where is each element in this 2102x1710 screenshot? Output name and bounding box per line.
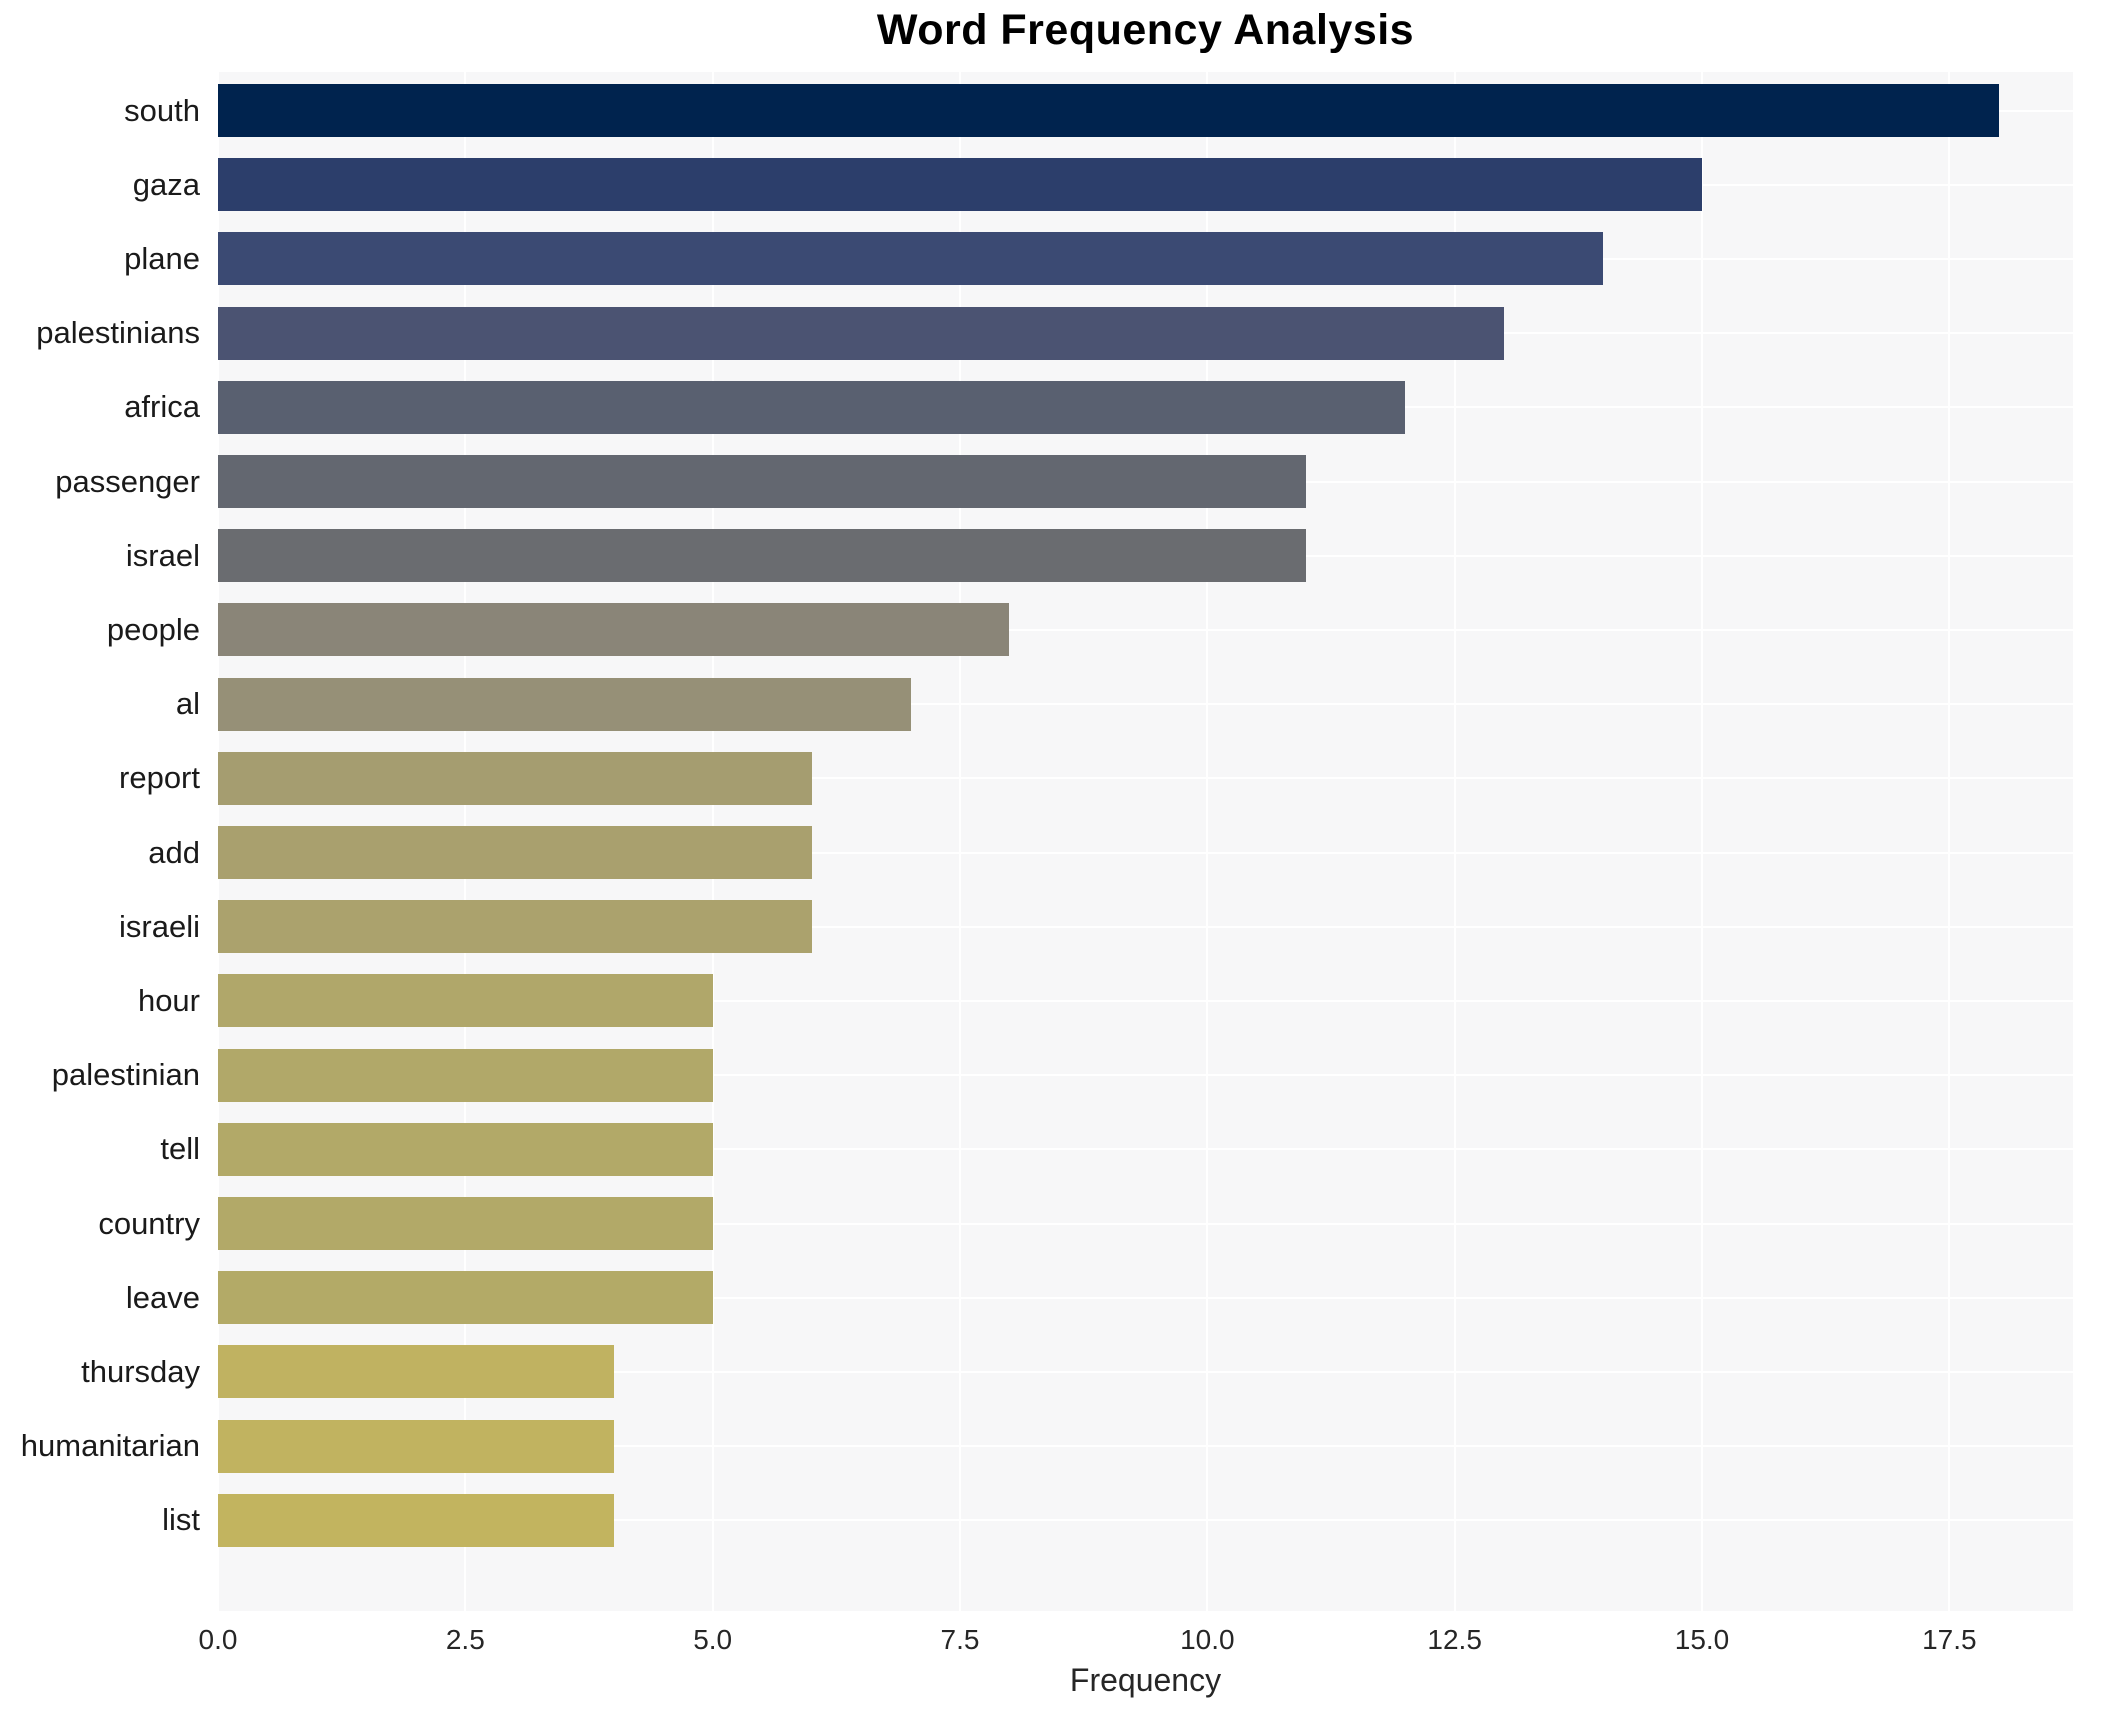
horizontal-gridline [218,703,2073,706]
vertical-gridline [1453,72,1456,1611]
category-label-list: list [162,1502,200,1538]
bar-gaza [218,158,1702,212]
bar-israel [218,529,1307,583]
category-label-israel: israel [125,537,200,573]
vertical-gridline [1206,72,1209,1611]
category-label-tell: tell [160,1131,200,1167]
bar-al [218,677,911,731]
bar-country [218,1197,713,1250]
bar-africa [218,380,1406,434]
vertical-gridline [959,72,961,1611]
horizontal-gridline [218,777,2073,780]
horizontal-gridline [218,999,2073,1002]
horizontal-gridline [218,1222,2073,1225]
horizontal-gridline [218,1519,2073,1522]
x-axis-title: Frequency [1069,1662,1222,1698]
category-label-palestinians: palestinians [36,315,200,351]
vertical-gridline [1948,72,1951,1611]
x-tick-label: 0.0 [198,1624,238,1655]
chart-title: Word Frequency Analysis [876,6,1415,54]
category-label-israeli: israeli [119,908,200,944]
bar-tell [218,1122,713,1176]
category-label-thursday: thursday [81,1353,200,1389]
bar-list [218,1493,614,1547]
x-tick-label: 12.5 [1427,1624,1482,1655]
bar-plane [218,232,1604,286]
category-label-humanitarian: humanitarian [20,1428,200,1464]
horizontal-gridline [218,1370,2073,1373]
category-label-leave: leave [125,1279,200,1315]
plot-area [217,72,2073,1611]
category-label-report: report [119,760,200,796]
x-tick-label: 17.5 [1922,1624,1977,1655]
horizontal-gridline [218,851,2073,854]
category-label-africa: africa [124,389,200,425]
category-label-gaza: gaza [132,166,200,202]
bar-people [218,603,1010,657]
bar-passenger [218,455,1307,508]
horizontal-gridline [218,1074,2073,1077]
category-label-country: country [98,1205,200,1241]
bar-israeli [218,900,812,954]
bar-palestinians [218,306,1505,360]
category-label-south: south [124,92,200,128]
category-label-hour: hour [137,982,200,1018]
bar-leave [218,1271,713,1325]
bar-palestinian [218,1048,713,1102]
category-label-add: add [148,834,200,870]
category-label-al: al [175,686,200,722]
x-tick-label: 10.0 [1180,1624,1235,1655]
category-label-plane: plane [124,240,200,276]
horizontal-gridline [218,1148,2073,1151]
bar-report [218,751,812,805]
horizontal-gridline [218,1445,2073,1448]
x-tick-label: 2.5 [445,1624,485,1655]
vertical-gridline [1701,72,1703,1611]
bar-thursday [218,1345,614,1399]
category-label-people: people [106,611,200,647]
x-tick-label: 5.0 [693,1624,733,1655]
bar-add [218,826,812,879]
x-tick-label: 15.0 [1674,1624,1730,1655]
bar-humanitarian [218,1419,614,1473]
bar-hour [218,974,713,1028]
bar-south [218,84,1999,137]
x-tick-label: 7.5 [940,1624,980,1655]
category-label-palestinian: palestinian [51,1057,200,1093]
category-label-passenger: passenger [55,463,200,499]
horizontal-gridline [218,1296,2073,1299]
horizontal-gridline [218,925,2073,928]
horizontal-gridline [218,628,2073,631]
